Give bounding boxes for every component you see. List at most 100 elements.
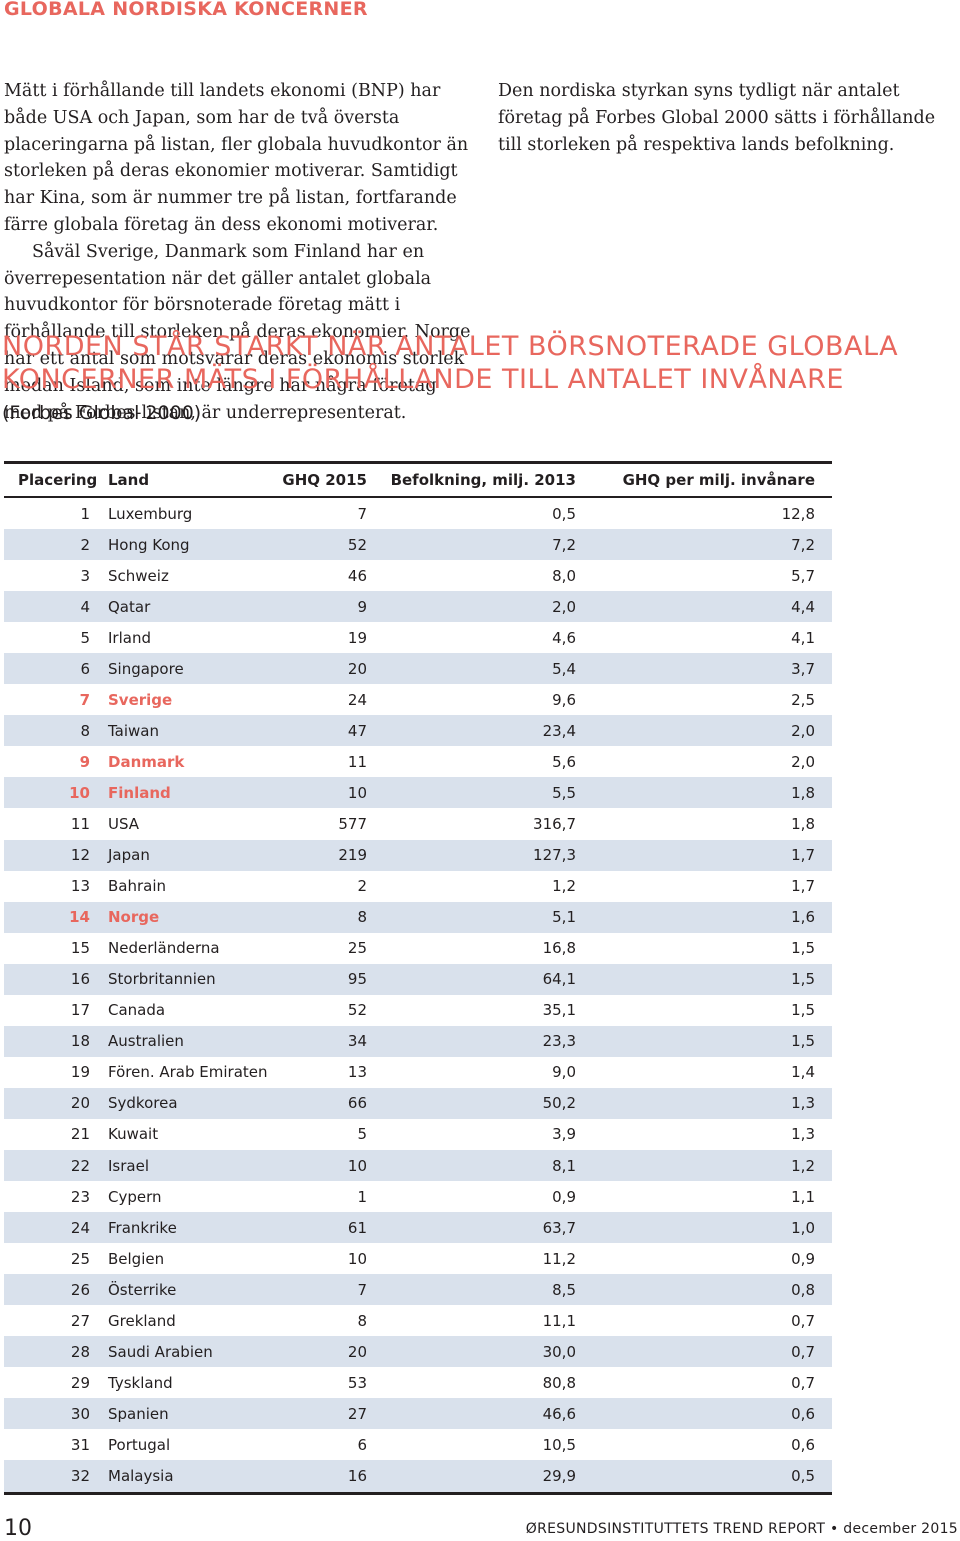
cell-population: 50,2 (542, 1094, 576, 1113)
cell-rank: 20 (70, 1094, 90, 1113)
cell-ghq: 11 (347, 752, 367, 771)
ranking-table: Placering Land GHQ 2015 Befolkning, milj… (4, 461, 832, 1495)
cell-land: Schweiz (108, 566, 169, 585)
table-row: 3 Schweiz 46 8,0 5,7 (4, 560, 832, 591)
cell-rank: 24 (70, 1218, 90, 1237)
table-row: 7 Sverige 24 9,6 2,5 (4, 684, 832, 715)
cell-ghq: 10 (347, 1156, 367, 1175)
cell-land: Norge (108, 908, 160, 927)
table-row: 16 Storbritannien 95 64,1 1,5 (4, 963, 832, 995)
table-row: 31 Portugal 6 10,5 0,6 (4, 1429, 832, 1460)
cell-population: 29,9 (542, 1466, 576, 1485)
cell-land: Frankrike (108, 1218, 177, 1237)
cell-rank: 1 (80, 504, 90, 523)
cell-rank: 28 (70, 1342, 90, 1361)
cell-population: 0,5 (552, 504, 576, 523)
cell-ghq-per-million: 0,6 (791, 1435, 815, 1454)
column-header-ghq: GHQ 2015 (282, 471, 367, 489)
cell-rank: 32 (70, 1466, 90, 1485)
cell-population: 127,3 (533, 846, 576, 865)
cell-ghq: 25 (347, 939, 367, 958)
cell-rank: 23 (70, 1187, 90, 1206)
table-row: 28 Saudi Arabien 20 30,0 0,7 (4, 1336, 832, 1368)
cell-ghq: 61 (347, 1218, 367, 1237)
cell-population: 23,4 (542, 721, 576, 740)
cell-ghq-per-million: 0,5 (791, 1466, 815, 1485)
cell-population: 30,0 (542, 1342, 576, 1361)
cell-population: 4,6 (552, 628, 576, 647)
cell-ghq: 46 (347, 566, 367, 585)
cell-rank: 8 (80, 721, 90, 740)
cell-population: 10,5 (542, 1435, 576, 1454)
table-row: 4 Qatar 9 2,0 4,4 (4, 591, 832, 623)
cell-ghq: 53 (347, 1373, 367, 1392)
cell-population: 2,0 (552, 597, 576, 616)
table-row: 10 Finland 10 5,5 1,8 (4, 777, 832, 809)
cell-land: Cypern (108, 1187, 162, 1206)
column-header-population: Befolkning, milj. 2013 (390, 471, 576, 489)
cell-rank: 31 (70, 1435, 90, 1454)
table-row: 18 Australien 34 23,3 1,5 (4, 1025, 832, 1057)
cell-population: 5,1 (552, 908, 576, 927)
cell-rank: 2 (80, 535, 90, 554)
cell-ghq: 219 (338, 846, 367, 865)
cell-ghq: 27 (347, 1404, 367, 1423)
cell-rank: 21 (70, 1125, 90, 1144)
cell-population: 11,1 (542, 1311, 576, 1330)
table-row: 19 Fören. Arab Emiraten 13 9,0 1,4 (4, 1057, 832, 1088)
cell-ghq: 52 (347, 535, 367, 554)
cell-ghq-per-million: 1,4 (791, 1063, 815, 1082)
cell-ghq: 7 (357, 504, 367, 523)
cell-ghq-per-million: 1,5 (791, 1001, 815, 1020)
cell-population: 63,7 (542, 1218, 576, 1237)
intro-paragraph-2-text: Såväl Sverige, Danmark som Finland har e… (4, 241, 471, 423)
cell-ghq-per-million: 5,7 (791, 566, 815, 585)
intro-column-left: Mätt i förhållande till landets ekonomi … (4, 78, 474, 426)
cell-land: Tyskland (108, 1373, 173, 1392)
cell-land: Qatar (108, 597, 151, 616)
cell-ghq: 8 (357, 908, 367, 927)
cell-ghq-per-million: 0,6 (791, 1404, 815, 1423)
cell-ghq-per-million: 2,0 (791, 721, 815, 740)
cell-ghq-per-million: 2,0 (791, 752, 815, 771)
intro-paragraph-3: Den nordiska styrkan syns tydligt när an… (498, 81, 936, 155)
cell-rank: 25 (70, 1249, 90, 1268)
table-row: 32 Malaysia 16 29,9 0,5 (4, 1460, 832, 1492)
cell-land: Hong Kong (108, 535, 190, 554)
cell-rank: 19 (70, 1063, 90, 1082)
table-row: 24 Frankrike 61 63,7 1,0 (4, 1212, 832, 1244)
cell-rank: 14 (69, 908, 90, 927)
section-title: GLOBALA NORDISKA KONCERNER (4, 0, 368, 20)
cell-rank: 9 (79, 752, 90, 771)
cell-ghq: 5 (357, 1125, 367, 1144)
cell-ghq-per-million: 2,5 (791, 690, 815, 709)
cell-population: 316,7 (533, 814, 576, 833)
cell-land: Australien (108, 1032, 184, 1051)
cell-population: 5,4 (552, 659, 576, 678)
table-row: 13 Bahrain 2 1,2 1,7 (4, 871, 832, 902)
cell-land: Kuwait (108, 1125, 159, 1144)
table-heading: NORDEN STÅR STARKT NÄR ANTALET BÖRSNOTER… (2, 331, 899, 395)
cell-ghq-per-million: 1,0 (791, 1218, 815, 1237)
table-row: 17 Canada 52 35,1 1,5 (4, 995, 832, 1026)
cell-ghq: 47 (347, 721, 367, 740)
table-row: 12 Japan 219 127,3 1,7 (4, 839, 832, 871)
cell-population: 9,0 (552, 1063, 576, 1082)
column-header-land: Land (108, 471, 150, 489)
cell-rank: 7 (79, 690, 90, 709)
cell-ghq: 1 (357, 1187, 367, 1206)
cell-population: 23,3 (542, 1032, 576, 1051)
intro-column-right: Den nordiska styrkan syns tydligt när an… (498, 78, 958, 158)
cell-ghq: 20 (347, 659, 367, 678)
cell-ghq-per-million: 4,4 (791, 597, 815, 616)
page-number: 10 (4, 1516, 32, 1541)
cell-land: Malaysia (108, 1466, 174, 1485)
cell-population: 8,1 (552, 1156, 576, 1175)
cell-population: 5,6 (552, 752, 576, 771)
cell-land: Sverige (108, 690, 173, 709)
cell-ghq-per-million: 7,2 (791, 535, 815, 554)
footer-brand: ØRESUNDSINSTITUTTETS TREND REPORT • dece… (525, 1521, 958, 1537)
table-row: 20 Sydkorea 66 50,2 1,3 (4, 1087, 832, 1119)
cell-ghq-per-million: 1,5 (791, 939, 815, 958)
column-header-ghq-per-million: GHQ per milj. invånare (622, 471, 815, 489)
